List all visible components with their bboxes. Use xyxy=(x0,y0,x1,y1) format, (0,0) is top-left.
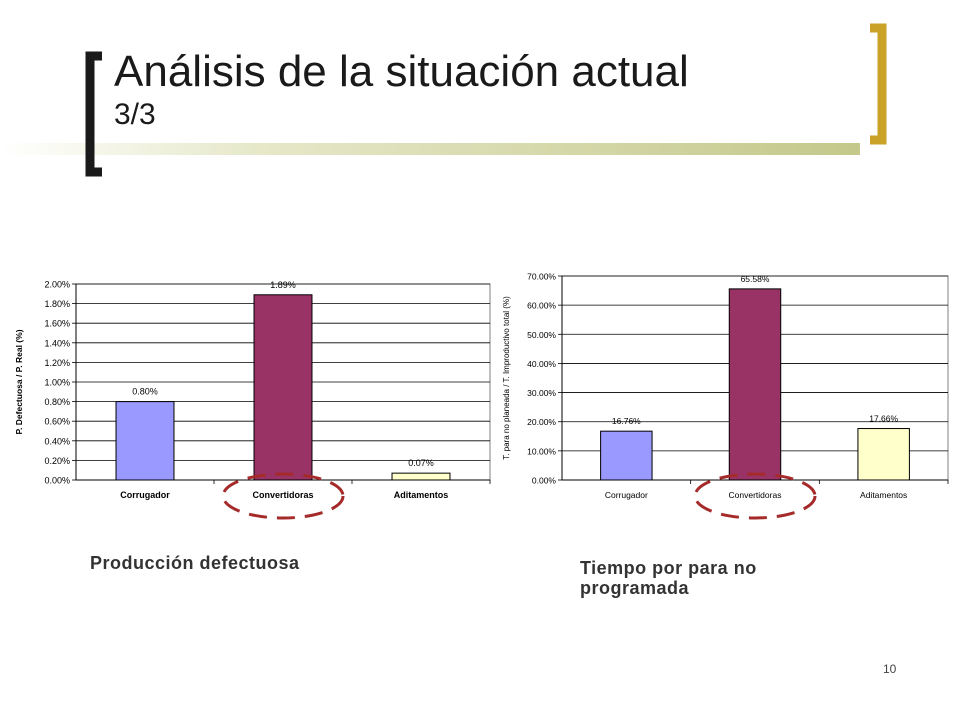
y-tick-label: 60.00% xyxy=(527,301,556,311)
caption-right: Tiempo por para no programada xyxy=(580,558,757,598)
x-tick-label: Corrugador xyxy=(120,490,170,500)
y-tick-label: 0.40% xyxy=(44,436,70,446)
data-label: 0.07% xyxy=(408,458,434,468)
caption-right-line2: programada xyxy=(580,578,690,598)
slide-title: Análisis de la situación actual 3/3 xyxy=(114,46,689,132)
x-tick-label: Convertidoras xyxy=(729,490,782,500)
data-label: 16.76% xyxy=(612,416,641,426)
bar-convertidoras xyxy=(728,288,782,481)
title-underline-stripe xyxy=(0,143,860,155)
y-axis-label: T. para no planeada / T. Improductivo to… xyxy=(502,296,511,460)
bar-aditamentos xyxy=(391,472,451,481)
y-tick-label: 40.00% xyxy=(527,359,556,369)
y-tick-label: 20.00% xyxy=(527,417,556,427)
highlight-ellipse xyxy=(693,472,817,520)
caption-right-line1: Tiempo por para no xyxy=(580,558,757,578)
x-tick-label: Aditamentos xyxy=(860,490,907,500)
y-tick-label: 10.00% xyxy=(527,446,556,456)
caption-left: Producción defectuosa xyxy=(90,553,300,573)
y-tick-label: 30.00% xyxy=(527,388,556,398)
x-tick-label: Corrugador xyxy=(605,490,648,500)
y-tick-label: 1.40% xyxy=(44,338,70,348)
y-tick-label: 2.00% xyxy=(44,280,70,290)
slide-title-line2: 3/3 xyxy=(114,98,156,131)
y-tick-label: 1.20% xyxy=(44,358,70,368)
data-label: 0.80% xyxy=(132,387,158,397)
y-axis-label: P. Defectuosa / P. Real (%) xyxy=(14,329,24,434)
left-bracket xyxy=(85,51,102,177)
y-tick-label: 70.00% xyxy=(527,272,556,282)
data-label: 65.58% xyxy=(741,274,770,284)
data-label: 1.89% xyxy=(270,280,296,290)
x-tick-label: Convertidoras xyxy=(252,490,313,500)
y-tick-label: 1.00% xyxy=(44,378,70,388)
right-bracket xyxy=(870,23,887,145)
y-tick-label: 0.60% xyxy=(44,417,70,427)
page-number: 10 xyxy=(883,662,897,676)
data-label: 17.66% xyxy=(869,414,898,424)
bar-aditamentos xyxy=(857,428,910,481)
y-tick-label: 1.80% xyxy=(44,299,70,309)
bar-corrugador xyxy=(115,401,175,481)
y-tick-label: 0.80% xyxy=(44,397,70,407)
y-tick-label: 0.00% xyxy=(44,476,70,486)
y-tick-label: 0.20% xyxy=(44,456,70,466)
bar-convertidoras xyxy=(253,294,313,481)
highlight-ellipse xyxy=(221,472,345,520)
y-tick-label: 50.00% xyxy=(527,330,556,340)
bar-corrugador xyxy=(600,430,653,481)
y-tick-label: 0.00% xyxy=(532,476,557,486)
x-tick-label: Aditamentos xyxy=(394,490,449,500)
y-tick-label: 1.60% xyxy=(44,319,70,329)
slide-title-line1: Análisis de la situación actual xyxy=(114,47,689,96)
